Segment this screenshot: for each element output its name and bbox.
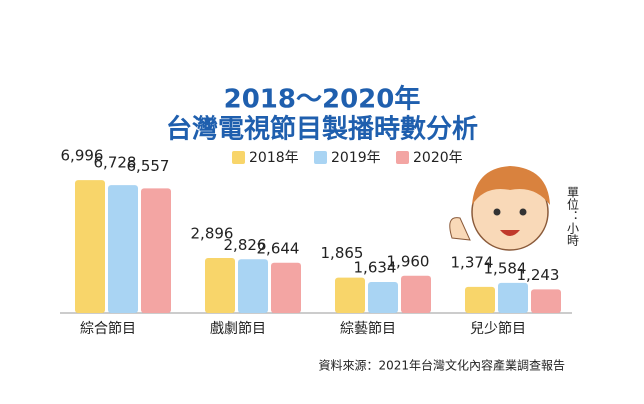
value-label: 6,728 <box>94 154 137 172</box>
value-label: 1,243 <box>517 266 560 284</box>
bar <box>335 277 365 313</box>
value-label: 2,826 <box>224 236 267 254</box>
x-tick-label: 兒少節目 <box>470 320 526 337</box>
legend-swatch <box>314 151 327 164</box>
value-label: 1,960 <box>387 252 430 270</box>
chart-title: 2018～2020年 <box>224 84 421 115</box>
bar <box>368 281 398 313</box>
value-label: 1,865 <box>321 244 364 262</box>
x-tick-label: 綜合節目 <box>80 320 136 337</box>
bar <box>498 282 528 313</box>
value-label: 2,896 <box>191 224 234 242</box>
chart-subtitle: 台灣電視節目製播時數分析 <box>166 114 478 145</box>
value-label: 1,374 <box>451 253 494 271</box>
value-label: 6,557 <box>127 157 170 175</box>
character <box>449 166 550 251</box>
x-tick-label: 戲劇節目 <box>210 320 266 337</box>
bar <box>271 262 301 313</box>
bar <box>401 275 431 313</box>
bar <box>531 289 561 313</box>
bar <box>465 286 495 313</box>
legend-label: 2018年 <box>249 150 299 166</box>
source-note: 資料來源：2021年台灣文化內容產業調查報告 <box>318 358 565 373</box>
bar <box>238 259 268 313</box>
value-label: 2,644 <box>257 239 300 257</box>
bar <box>205 257 235 313</box>
legend-label: 2020年 <box>413 150 463 166</box>
x-tick-label: 綜藝節目 <box>340 320 396 337</box>
legend-label: 2019年 <box>331 150 381 166</box>
bar <box>75 180 105 313</box>
value-label: 6,996 <box>61 147 104 165</box>
value-label: 1,584 <box>484 259 527 277</box>
legend-swatch <box>232 151 245 164</box>
unit-label: 單位：小時 <box>566 186 580 246</box>
value-label: 1,634 <box>354 258 397 276</box>
bar <box>108 185 138 313</box>
bar <box>141 188 171 313</box>
legend-swatch <box>396 151 409 164</box>
